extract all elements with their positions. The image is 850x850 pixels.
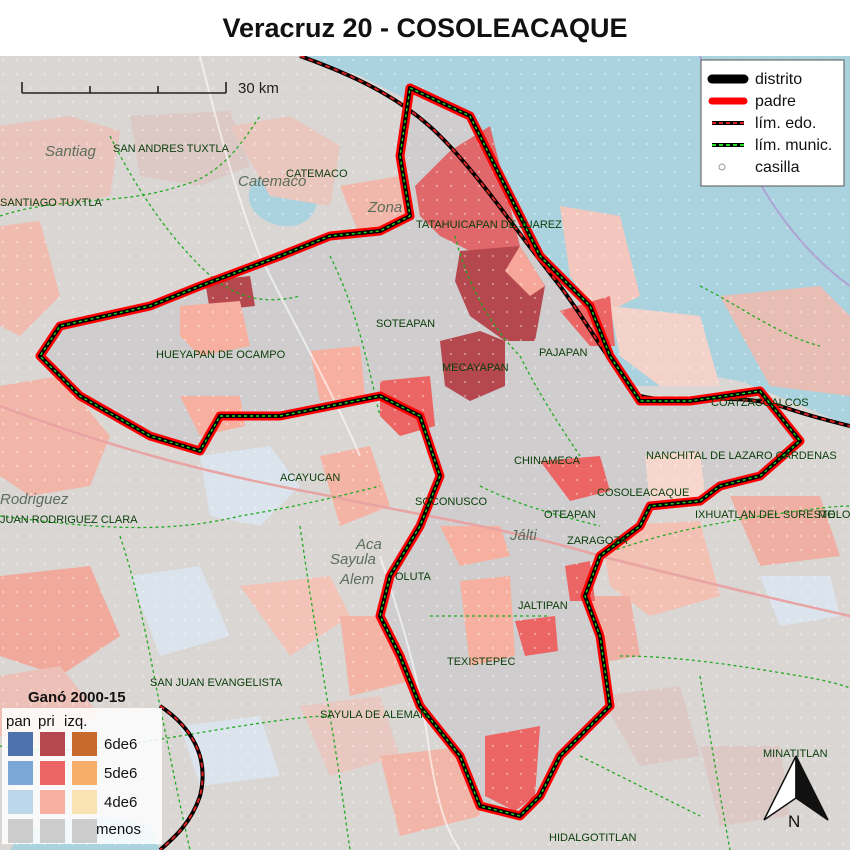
win-legend-row-menos: menos <box>96 821 141 838</box>
scale-bar: 30 km <box>21 80 279 97</box>
label-soteapan: SOTEAPAN <box>376 318 435 330</box>
place-sayula: Sayula <box>330 551 376 568</box>
label-cosoleacaque: COSOLEACAQUE <box>597 487 689 499</box>
legend-item-distrito: distrito <box>755 71 802 88</box>
label-oteapan: OTEAPAN <box>544 509 596 521</box>
place-jaltipan: Jálti <box>509 527 537 544</box>
municipal-boundaries <box>0 115 850 850</box>
label-pajapan: PAJAPAN <box>539 347 588 359</box>
label-coatzacoalcos: COATZACOALCOS <box>711 397 809 409</box>
label-san-juan-evangelista: SAN JUAN EVANGELISTA <box>150 677 283 689</box>
municipality-labels: SAN ANDRES TUXTLA CATEMACO SANTIAGO TUXT… <box>0 143 850 844</box>
win-legend-col-izq: izq. <box>64 713 87 730</box>
legend-item-lim-edo: lím. edo. <box>755 115 816 132</box>
state-boundary <box>158 56 850 850</box>
legend-item-padre: padre <box>755 93 796 110</box>
win-legend-row-5de6: 5de6 <box>104 765 137 782</box>
label-mecayapan: MECAYAPAN <box>442 362 509 374</box>
map-svg[interactable]: Santiag Catemaco Zona Rodriguez Aca Sayu… <box>0 56 850 850</box>
place-rodriguez: Rodriguez <box>0 491 69 508</box>
legend-item-casilla: casilla <box>755 159 800 176</box>
place-catemaco: Catemaco <box>238 173 306 190</box>
label-chinameca: CHINAMECA <box>514 455 581 467</box>
place-acayucan: Aca <box>355 536 382 553</box>
label-juan-rodriguez-clara: JUAN RODRIGUEZ CLARA <box>0 514 138 526</box>
map-area[interactable]: Santiag Catemaco Zona Rodriguez Aca Sayu… <box>0 56 850 850</box>
north-arrow-icon: N <box>763 755 829 831</box>
label-hidalgotitlan: HIDALGOTITLAN <box>549 832 636 844</box>
label-santiago-tuxtla: SANTIAGO TUXTLA <box>0 197 103 209</box>
scale-bar-label: 30 km <box>238 80 279 97</box>
legend-item-lim-munic: lím. munic. <box>755 137 832 154</box>
label-molo: MOLO <box>818 509 850 521</box>
win-legend: Ganó 2000-15 pan pri izq. 6de6 5de6 4de6… <box>2 689 162 844</box>
label-san-andres-tuxtla: SAN ANDRES TUXTLA <box>113 143 230 155</box>
win-legend-row-6de6: 6de6 <box>104 736 137 753</box>
label-texistepec: TEXISTEPEC <box>447 656 516 668</box>
label-minatitlan: MINATITLAN <box>763 748 828 760</box>
district-boundary <box>35 83 805 821</box>
label-ixhuatlan: IXHUATLAN DEL SURESTE <box>695 509 835 521</box>
label-sayula-de-aleman: SAYULA DE ALEMAN <box>320 709 428 721</box>
place-aleman: Alem <box>339 571 374 588</box>
label-nanchital: NANCHITAL DE LAZARO CARDENAS <box>646 450 837 462</box>
win-legend-row-4de6: 4de6 <box>104 794 137 811</box>
label-tatahuicapan: TATAHUICAPAN DE JUAREZ <box>416 219 562 231</box>
place-labels: Santiag Catemaco Zona Rodriguez Aca Sayu… <box>0 143 537 588</box>
north-arrow-label: N <box>788 812 800 831</box>
place-zona: Zona <box>367 199 402 216</box>
label-soconusco: SOCONUSCO <box>415 496 488 508</box>
legend: distrito padre lím. edo. lím. munic. cas… <box>700 59 845 187</box>
label-jaltipan: JALTIPAN <box>518 600 568 612</box>
label-zaragoza: ZARAGOZA <box>567 535 628 547</box>
place-santiago: Santiag <box>45 143 97 160</box>
map-title: Veracruz 20 - COSOLEACAQUE <box>222 13 628 43</box>
label-catemaco: CATEMACO <box>286 168 348 180</box>
win-legend-col-pan: pan <box>6 713 31 730</box>
win-legend-col-pri: pri <box>38 713 55 730</box>
label-acayucan: ACAYUCAN <box>280 472 340 484</box>
win-legend-title: Ganó 2000-15 <box>28 689 126 706</box>
label-oluta: OLUTA <box>395 571 432 583</box>
label-hueyapan: HUEYAPAN DE OCAMPO <box>156 349 286 361</box>
